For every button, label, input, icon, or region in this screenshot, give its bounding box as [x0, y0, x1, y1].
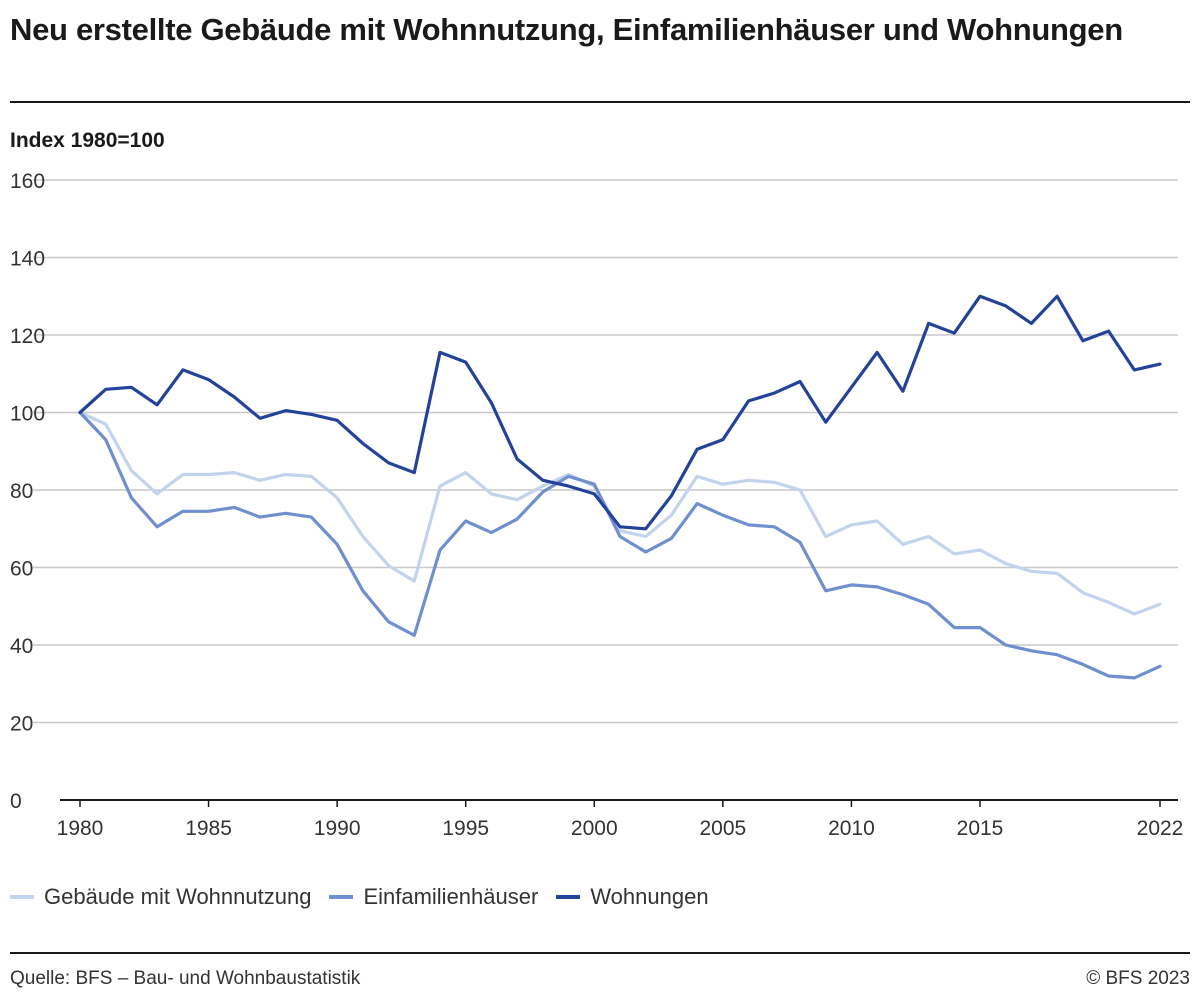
x-tick-label-2015: 2015	[957, 817, 1004, 840]
x-tick-label-2010: 2010	[828, 817, 875, 840]
legend: Gebäude mit Wohnnutzung Einfamilienhäuse…	[10, 883, 727, 911]
legend-label-gebaeude: Gebäude mit Wohnnutzung	[44, 884, 312, 909]
line-chart: 0 20 40 60 80 100 120 140 160 1980 1985 1990 1995 200…	[10, 170, 1184, 840]
legend-swatch-gebaeude	[10, 895, 34, 899]
legend-item-einfamilienhaeuser: Einfamilienhäuser	[329, 884, 538, 910]
x-tick-label-1985: 1985	[185, 817, 232, 840]
legend-swatch-einfamilienhaeuser	[329, 895, 354, 899]
title-divider	[10, 101, 1190, 103]
y-tick-label-20: 20	[10, 713, 33, 736]
x-tick-label-1990: 1990	[314, 817, 361, 840]
x-tick-label-2022: 2022	[1137, 817, 1184, 840]
x-tick-label-2005: 2005	[699, 817, 746, 840]
y-axis-label: Index 1980=100	[10, 129, 165, 152]
y-tick-label-0: 0	[10, 790, 22, 813]
legend-label-wohnungen: Wohnungen	[590, 884, 709, 909]
legend-label-einfamilienhaeuser: Einfamilienhäuser	[363, 884, 539, 909]
source-note: Quelle: BFS – Bau- und Wohnbaustatistik	[10, 968, 361, 989]
y-tick-label-160: 160	[10, 170, 45, 193]
series-line-wohnungen	[78, 294, 1162, 531]
y-tick-label-60: 60	[10, 558, 33, 581]
chart-title: Neu erstellte Gebäude mit Wohnnutzung, E…	[10, 12, 1123, 47]
legend-item-wohnungen: Wohnungen	[556, 884, 709, 910]
x-tick-label-1995: 1995	[442, 817, 489, 840]
y-tick-label-80: 80	[10, 480, 33, 503]
x-tick-label-1980: 1980	[57, 817, 104, 840]
series-line-einfamilienhaeuser	[78, 410, 1162, 680]
legend-swatch-wohnungen	[556, 895, 581, 899]
y-tick-label-120: 120	[10, 325, 45, 348]
legend-item-gebaeude: Gebäude mit Wohnnutzung	[10, 884, 311, 910]
footer-divider	[10, 952, 1190, 954]
y-tick-label-100: 100	[10, 403, 45, 426]
y-tick-label-140: 140	[10, 248, 45, 271]
x-tick-label-2000: 2000	[571, 817, 618, 840]
y-tick-label-40: 40	[10, 635, 33, 658]
copyright-note: © BFS 2023	[1086, 968, 1190, 989]
series-line-gebaeude	[78, 410, 1162, 616]
